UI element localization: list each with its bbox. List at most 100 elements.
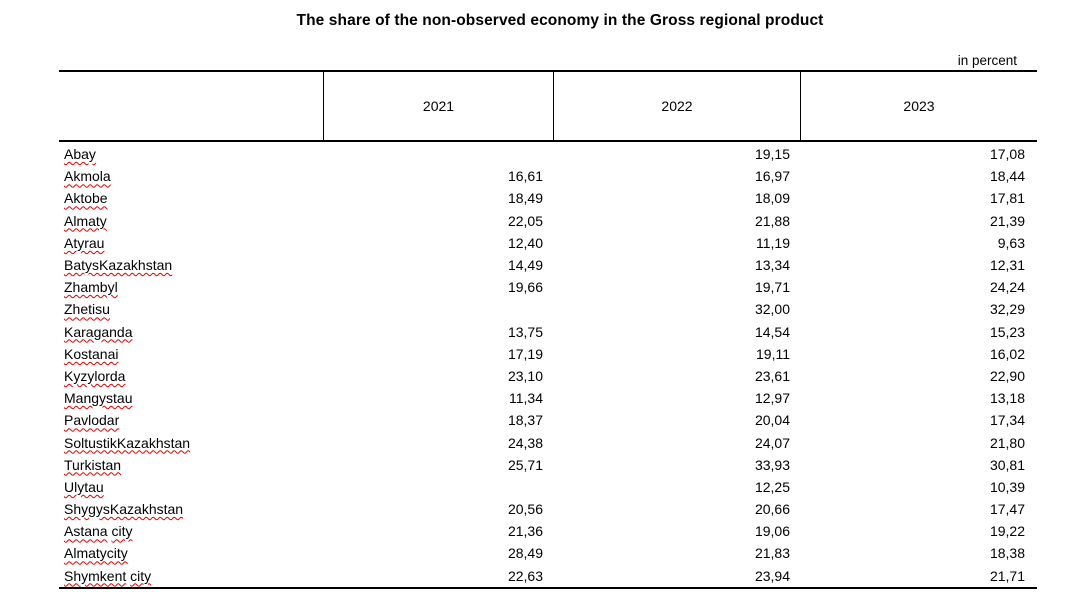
table-row: Akmola 16,61 16,97 18,44 xyxy=(59,165,1037,187)
value-2022: 19,06 xyxy=(754,523,790,540)
table-row: Pavlodar 18,37 20,04 17,34 xyxy=(59,409,1037,431)
value-2022: 32,00 xyxy=(754,301,790,318)
value-2022: 20,04 xyxy=(754,412,790,429)
table-row: Astana city 21,36 19,06 19,22 xyxy=(59,520,1037,542)
region-name-word: Astana xyxy=(64,523,108,540)
region-name-cell: Kyzylorda xyxy=(59,368,323,384)
region-name-word: Kyzylorda xyxy=(64,367,126,384)
table-row: Almatycity 28,49 21,83 18,38 xyxy=(59,542,1037,564)
region-name-cell: Pavlodar xyxy=(59,412,323,428)
region-name-cell: Zhambyl xyxy=(59,279,323,295)
header-region-cell xyxy=(59,72,323,140)
table-row: Kostanai 17,19 19,11 16,02 xyxy=(59,343,1037,365)
value-2022: 23,94 xyxy=(754,567,790,584)
table-row: BatysKazakhstan 14,49 13,34 12,31 xyxy=(59,254,1037,276)
region-name-cell: Almatycity xyxy=(59,545,323,561)
value-2023: 10,39 xyxy=(989,478,1025,495)
value-2022: 12,25 xyxy=(754,478,790,495)
value-2021: 17,19 xyxy=(507,345,543,362)
value-2023: 13,18 xyxy=(989,390,1025,407)
region-name-word: Zhetisu xyxy=(64,301,110,318)
region-name-word: Karaganda xyxy=(64,323,133,340)
value-2022: 18,09 xyxy=(754,190,790,207)
region-name-cell: Atyrau xyxy=(59,235,323,251)
region-name-cell: Ulytau xyxy=(59,479,323,495)
region-name-cell: BatysKazakhstan xyxy=(59,257,323,273)
region-name-word: Akmola xyxy=(64,168,111,185)
value-2022: 19,15 xyxy=(754,146,790,163)
value-2022: 12,97 xyxy=(754,390,790,407)
region-name-cell: Abay xyxy=(59,146,323,162)
data-table: 2021 2022 2023 Abay 19,15 17,08 Akmola 16,61… xyxy=(59,70,1037,589)
region-name-word: Abay xyxy=(64,146,96,163)
header-year-2023: 2023 xyxy=(800,72,1037,140)
value-2021: 22,05 xyxy=(507,212,543,229)
region-name-word: Almatycity xyxy=(64,545,128,562)
value-2021: 12,40 xyxy=(507,234,543,251)
value-2023: 24,24 xyxy=(989,279,1025,296)
region-name-cell: Shymkent city xyxy=(59,568,323,584)
value-2021: 22,63 xyxy=(507,567,543,584)
value-2021: 25,71 xyxy=(507,456,543,473)
table-row: Karaganda 13,75 14,54 15,23 xyxy=(59,321,1037,343)
value-2021: 16,61 xyxy=(507,168,543,185)
table-title: The share of the non-observed economy in… xyxy=(296,12,824,29)
table-row: Ulytau 12,25 10,39 xyxy=(59,476,1037,498)
region-name-cell: Turkistan xyxy=(59,457,323,473)
value-2021: 23,10 xyxy=(507,367,543,384)
region-name-cell: SoltustikKazakhstan xyxy=(59,435,323,451)
value-2023: 16,02 xyxy=(989,345,1025,362)
region-name-word: Ulytau xyxy=(64,478,104,495)
table-row: Shymkent city 22,63 23,94 21,71 xyxy=(59,565,1037,587)
table-row: Mangystau 11,34 12,97 13,18 xyxy=(59,387,1037,409)
region-name-word: Mangystau xyxy=(64,390,133,407)
value-2023: 17,81 xyxy=(989,190,1025,207)
region-name-word: Turkistan xyxy=(64,456,122,473)
value-2023: 19,22 xyxy=(989,523,1025,540)
value-2023: 12,31 xyxy=(989,257,1025,274)
region-name-word: Pavlodar xyxy=(64,412,120,429)
value-2023: 21,39 xyxy=(989,212,1025,229)
value-2023: 30,81 xyxy=(989,456,1025,473)
region-name-word: city xyxy=(130,567,152,584)
value-2022: 13,34 xyxy=(754,257,790,274)
value-2023: 15,23 xyxy=(989,323,1025,340)
value-2021: 14,49 xyxy=(507,257,543,274)
value-2023: 21,80 xyxy=(989,434,1025,451)
value-2023: 9,63 xyxy=(997,234,1025,251)
value-2022: 33,93 xyxy=(754,456,790,473)
value-2023: 17,47 xyxy=(989,501,1025,518)
table-row: Zhambyl 19,66 19,71 24,24 xyxy=(59,276,1037,298)
value-2023: 21,71 xyxy=(989,567,1025,584)
region-name-cell: Aktobe xyxy=(59,190,323,206)
region-name-word: Aktobe xyxy=(64,190,108,207)
table-row: Atyrau 12,40 11,19 9,63 xyxy=(59,232,1037,254)
table-row: Almaty 22,05 21,88 21,39 xyxy=(59,210,1037,232)
value-2021: 13,75 xyxy=(507,323,543,340)
value-2021: 11,34 xyxy=(509,390,543,407)
value-2021: 19,66 xyxy=(507,279,543,296)
region-name-word: SoltustikKazakhstan xyxy=(64,434,191,451)
value-2022: 19,11 xyxy=(756,345,790,362)
value-2021: 18,49 xyxy=(507,190,543,207)
region-name-cell: Akmola xyxy=(59,168,323,184)
value-2022: 21,83 xyxy=(754,545,790,562)
region-name-word: Atyrau xyxy=(64,234,105,251)
header-year-2021: 2021 xyxy=(323,72,553,140)
region-name-word: city xyxy=(111,523,133,540)
value-2021: 28,49 xyxy=(507,545,543,562)
table-row: ShygysKazakhstan 20,56 20,66 17,47 xyxy=(59,498,1037,520)
region-name-word: BatysKazakhstan xyxy=(64,257,173,274)
region-name-word: ShygysKazakhstan xyxy=(64,501,184,518)
region-name-word: Zhambyl xyxy=(64,279,118,296)
table-row: SoltustikKazakhstan 24,38 24,07 21,80 xyxy=(59,431,1037,453)
value-2022: 23,61 xyxy=(754,367,790,384)
region-name-word: Shymkent xyxy=(64,567,127,584)
value-2023: 17,08 xyxy=(989,146,1025,163)
value-2021: 21,36 xyxy=(507,523,543,540)
region-name-cell: Karaganda xyxy=(59,324,323,340)
table-row: Zhetisu 32,00 32,29 xyxy=(59,298,1037,320)
table-row: Turkistan 25,71 33,93 30,81 xyxy=(59,454,1037,476)
table-row: Aktobe 18,49 18,09 17,81 xyxy=(59,187,1037,209)
